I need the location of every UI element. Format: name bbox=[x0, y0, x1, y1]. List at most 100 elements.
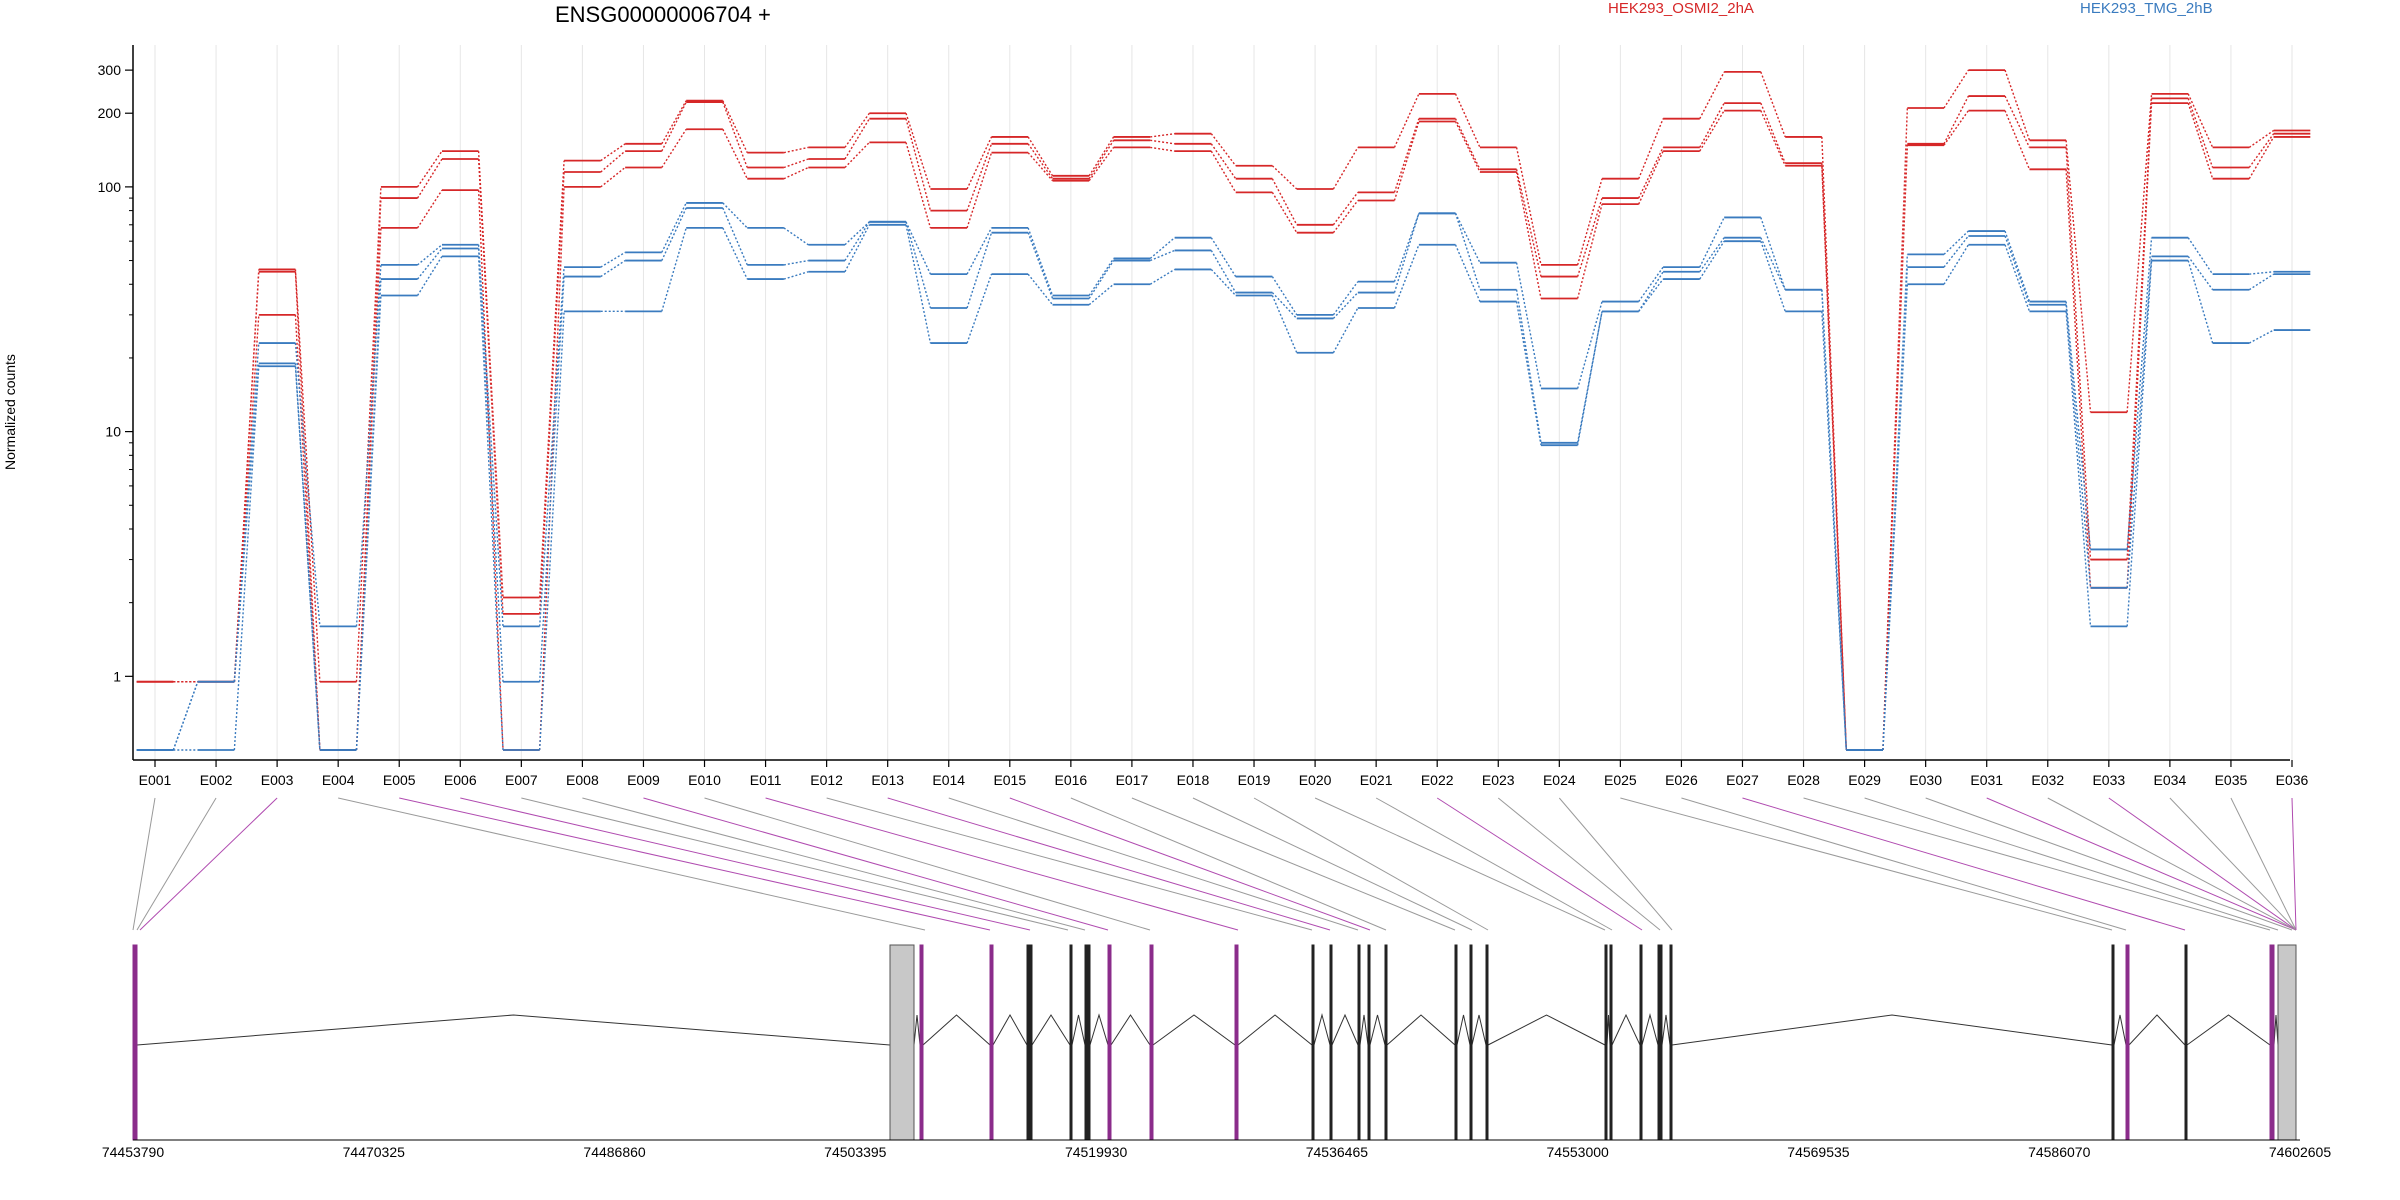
series-connector bbox=[2126, 256, 2153, 588]
series-connector bbox=[783, 271, 809, 280]
intron-line bbox=[1031, 1014, 1071, 1046]
exon-mapping-line bbox=[2291, 797, 2297, 931]
exon-mapping-line bbox=[1192, 797, 1473, 931]
series-connector bbox=[477, 256, 504, 751]
series-connector bbox=[233, 343, 260, 682]
series-connector bbox=[1393, 213, 1420, 293]
exon-block bbox=[919, 944, 924, 1141]
genome-coordinate-label: 74536465 bbox=[1306, 1144, 1369, 1160]
series-connector bbox=[844, 224, 870, 273]
series-connector bbox=[1760, 240, 1786, 312]
y-tick-label: 200 bbox=[98, 105, 122, 121]
x-tick-label: E006 bbox=[444, 772, 477, 788]
series-connector bbox=[2248, 129, 2275, 148]
exon-block bbox=[2277, 944, 2297, 1141]
series-connector bbox=[2187, 98, 2214, 168]
series-connector bbox=[1088, 146, 1115, 182]
series-connector bbox=[905, 118, 932, 211]
series-connector bbox=[1271, 295, 1298, 354]
series-connector bbox=[1332, 307, 1359, 354]
series-connector bbox=[1393, 244, 1420, 309]
series-connector bbox=[172, 681, 199, 751]
series-connector bbox=[233, 366, 260, 751]
series-connector bbox=[355, 227, 382, 751]
exon-block bbox=[1026, 944, 1030, 1141]
x-tick-label: E015 bbox=[993, 772, 1026, 788]
series-connector bbox=[905, 142, 932, 229]
exon-mapping-line bbox=[1253, 797, 1489, 931]
genome-coordinate-label: 74586070 bbox=[2028, 1144, 2091, 1160]
exon-mapping-line bbox=[1436, 797, 1643, 931]
y-tick-label: 1 bbox=[113, 668, 121, 684]
series-connector bbox=[1882, 284, 1909, 751]
series-connector bbox=[2126, 93, 2153, 413]
series-connector bbox=[1760, 102, 1786, 164]
series-connector bbox=[1027, 152, 1054, 182]
exon-mapping-line bbox=[948, 797, 1359, 931]
intron-line bbox=[1110, 1014, 1151, 1046]
exon-mapping-line bbox=[2108, 797, 2297, 931]
exon-block bbox=[1311, 944, 1315, 1141]
exon-mapping-line bbox=[1558, 797, 1673, 931]
intron-line bbox=[1152, 1014, 1236, 1046]
series-connector bbox=[600, 259, 626, 278]
series-connector bbox=[294, 343, 321, 627]
intron-line bbox=[136, 1014, 891, 1046]
exon-block bbox=[1329, 944, 1333, 1141]
exon-mapping-line bbox=[1925, 797, 2293, 931]
series-connector bbox=[2065, 311, 2092, 627]
series-connector bbox=[2248, 329, 2275, 344]
series-connector bbox=[1393, 121, 1420, 201]
x-tick-label: E001 bbox=[139, 772, 172, 788]
intron-line bbox=[2113, 1014, 2127, 1046]
series-connector bbox=[2187, 102, 2214, 179]
x-tick-label: E003 bbox=[261, 772, 294, 788]
exon-block bbox=[2184, 944, 2188, 1141]
exon-mapping-line bbox=[399, 797, 991, 931]
series-connector bbox=[844, 118, 870, 160]
series-connector bbox=[661, 227, 687, 312]
x-tick-label: E021 bbox=[1360, 772, 1393, 788]
series-connector bbox=[294, 363, 321, 751]
genome-coordinate-label: 74503395 bbox=[824, 1144, 887, 1160]
intron-line bbox=[1071, 1014, 1086, 1046]
series-connector bbox=[1210, 268, 1237, 296]
x-tick-label: E016 bbox=[1055, 772, 1088, 788]
series-connector bbox=[416, 158, 443, 199]
series-connector bbox=[2248, 133, 2275, 168]
series-connector bbox=[1271, 178, 1298, 226]
series-connector bbox=[1699, 71, 1725, 119]
series-connector bbox=[722, 128, 748, 180]
series-connector bbox=[2004, 230, 2031, 302]
series-connector bbox=[1515, 301, 1542, 446]
exon-block bbox=[1485, 944, 1489, 1141]
intron-line bbox=[1331, 1013, 1359, 1046]
series-connector bbox=[538, 311, 565, 751]
series-connector bbox=[783, 146, 809, 154]
x-tick-label: E005 bbox=[383, 772, 416, 788]
series-connector bbox=[600, 150, 626, 173]
exon-mapping-line bbox=[132, 797, 156, 931]
exon-mapping-line bbox=[1375, 797, 1613, 931]
exon-mapping-line bbox=[1009, 797, 1371, 931]
series-connector bbox=[1271, 165, 1298, 190]
genome-coordinate-label: 74470325 bbox=[343, 1144, 406, 1160]
x-tick-label: E013 bbox=[871, 772, 904, 788]
series-connector bbox=[233, 314, 260, 682]
exon-block bbox=[1084, 944, 1091, 1141]
intron-line bbox=[2273, 1014, 2279, 1046]
x-tick-label: E018 bbox=[1177, 772, 1210, 788]
series-connector bbox=[2187, 237, 2214, 275]
series-connector bbox=[600, 251, 626, 268]
exon-block bbox=[1069, 944, 1073, 1141]
series-connector bbox=[966, 152, 993, 229]
series-connector bbox=[2065, 304, 2092, 588]
series-connector bbox=[722, 202, 748, 229]
series-connector bbox=[1393, 213, 1420, 282]
series-connector bbox=[844, 112, 870, 148]
exon-block bbox=[1454, 944, 1458, 1141]
series-connector bbox=[1271, 292, 1298, 319]
series-connector bbox=[600, 166, 626, 188]
series-connector bbox=[783, 166, 809, 180]
series-connector bbox=[1332, 191, 1359, 226]
